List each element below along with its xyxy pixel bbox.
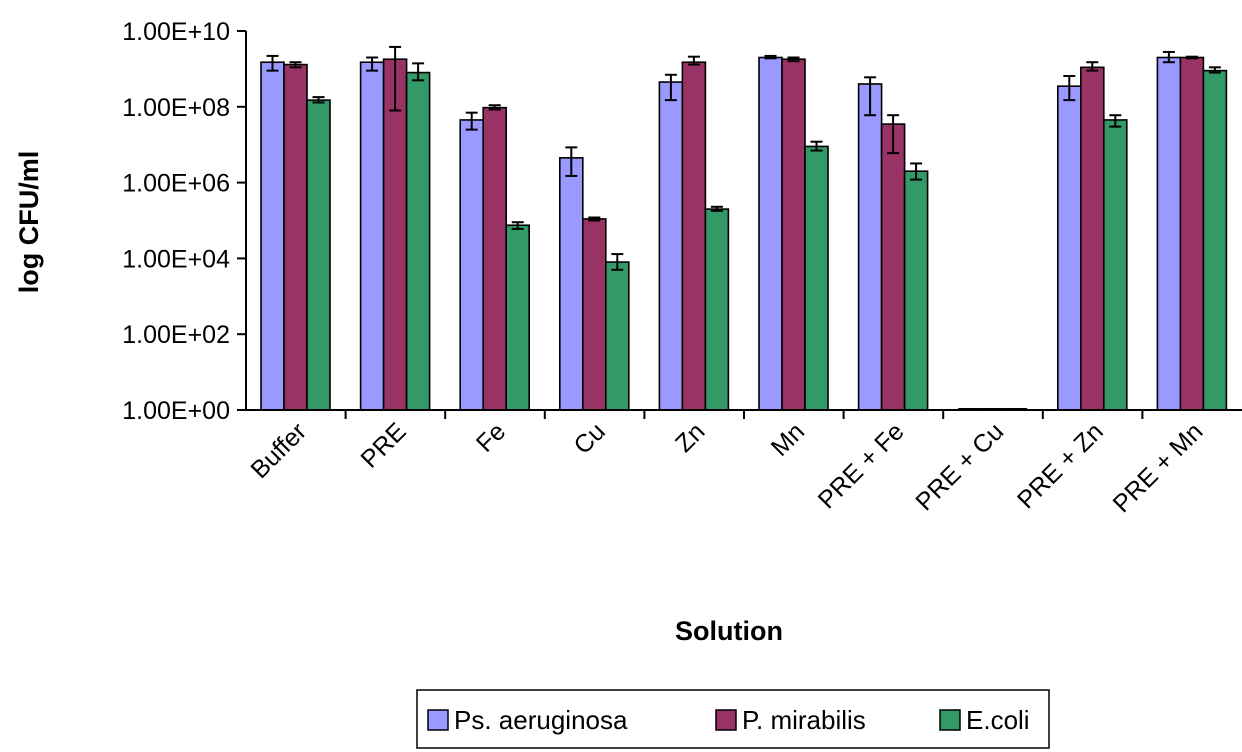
- y-tick-label: 1.00E+00: [122, 397, 230, 425]
- bar: [1057, 85, 1082, 411]
- legend-label-e-coli: E.coli: [966, 705, 1030, 735]
- bar: [459, 119, 485, 411]
- bar: [505, 224, 531, 411]
- bar: [604, 261, 630, 411]
- y-tick-label: 1.00E+08: [122, 94, 230, 122]
- bar: [804, 145, 829, 411]
- y-tick-label: 1.00E+02: [122, 321, 230, 349]
- bar: [482, 106, 508, 411]
- legend-swatch-ps-aeruginosa: [427, 709, 449, 731]
- bar: [781, 58, 806, 411]
- bar: [1156, 56, 1182, 411]
- legend-label-p-mirabilis: P. mirabilis: [742, 705, 866, 735]
- bar: [405, 71, 431, 411]
- legend: Ps. aeruginosa P. mirabilis E.coli: [416, 689, 1050, 749]
- bar: [283, 63, 308, 411]
- y-axis-ticks: 1.00E+10 1.00E+08 1.00E+06 1.00E+04 1.00E+02…: [122, 18, 246, 425]
- x-tick-label: Fe: [471, 417, 511, 457]
- bar: [1080, 66, 1105, 411]
- error-bars: [266, 45, 1221, 271]
- bars: [260, 56, 1228, 411]
- y-tick-label: 1.00E+10: [122, 18, 230, 46]
- x-tick-label: PRE + Cu: [910, 417, 1009, 516]
- bar: [880, 123, 906, 411]
- legend-swatch-e-coli: [939, 709, 961, 731]
- x-tick-label: Zn: [670, 417, 710, 457]
- bar: [382, 58, 408, 411]
- bar: [704, 208, 730, 411]
- x-tick-label: PRE + Fe: [813, 417, 910, 514]
- bar: [658, 81, 684, 411]
- x-tick-label: Mn: [766, 417, 810, 461]
- x-tick-label: PRE: [355, 417, 411, 473]
- y-tick-label: 1.00E+06: [122, 170, 230, 198]
- x-tick-label: PRE + Mn: [1108, 417, 1209, 518]
- bar: [558, 157, 584, 411]
- x-tick-label: Cu: [568, 417, 610, 459]
- x-tick-label: Buffer: [245, 417, 312, 484]
- bar: [1202, 69, 1228, 411]
- bar: [306, 99, 331, 411]
- x-axis-title: Solution: [675, 616, 783, 646]
- legend-label-ps-aeruginosa: Ps. aeruginosa: [454, 705, 628, 735]
- x-axis-category-labels: Buffer PRE Fe Cu Zn Mn PRE + Fe PRE + Cu PRE + Z…: [245, 417, 1208, 518]
- bar: [581, 218, 607, 411]
- bar: [758, 56, 783, 411]
- axes: [245, 31, 1242, 419]
- y-tick-label: 1.00E+04: [122, 245, 230, 273]
- bar: [1179, 56, 1205, 411]
- bar: [359, 61, 385, 411]
- bar: [260, 61, 285, 411]
- x-tick-label: PRE + Zn: [1012, 417, 1109, 514]
- y-axis-title: log CFU/ml: [14, 151, 44, 294]
- bar: [903, 170, 929, 411]
- legend-swatch-p-mirabilis: [715, 709, 737, 731]
- bar: [857, 83, 883, 411]
- bar: [681, 61, 707, 411]
- bar: [1103, 119, 1128, 411]
